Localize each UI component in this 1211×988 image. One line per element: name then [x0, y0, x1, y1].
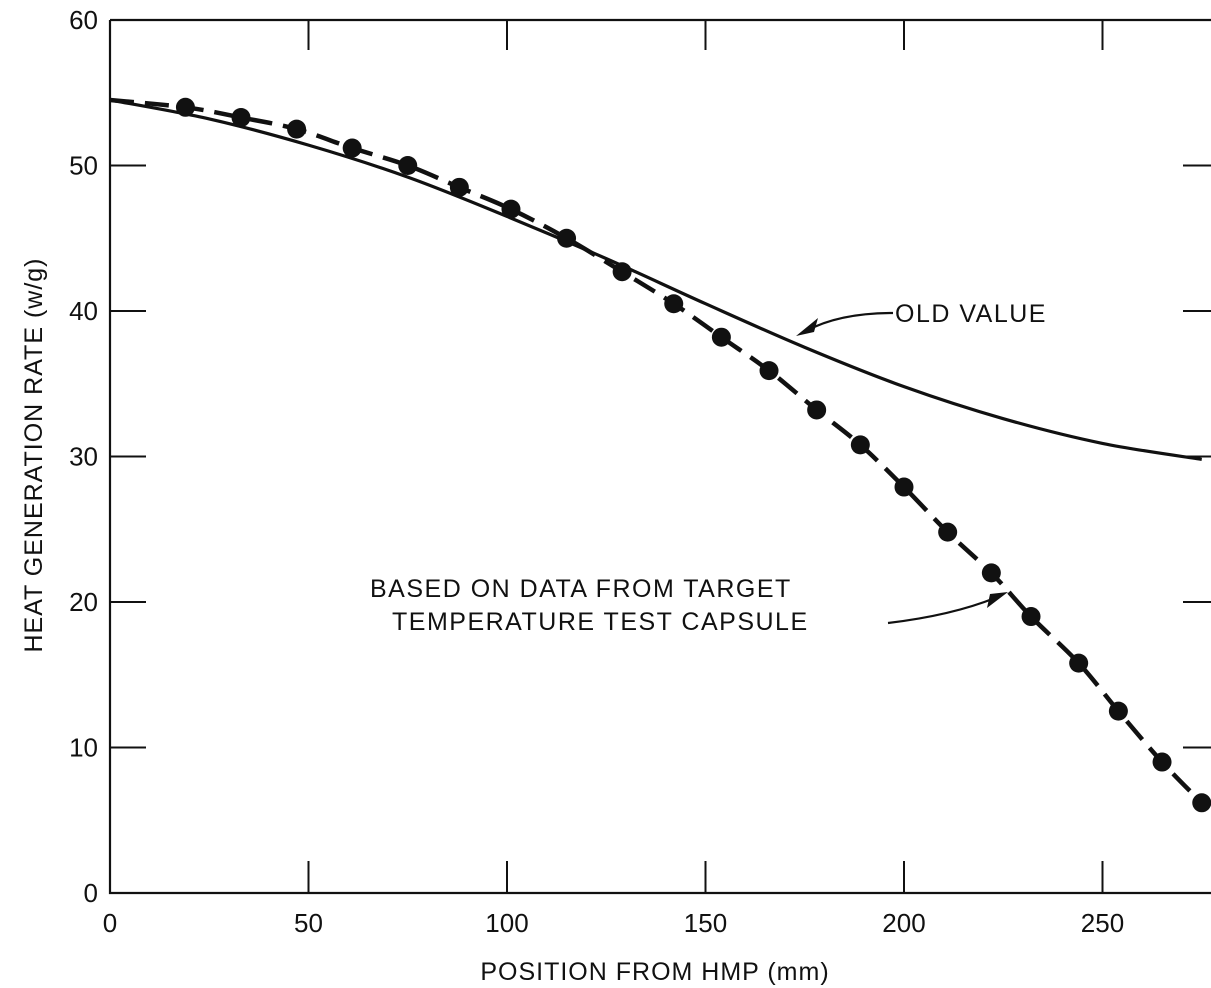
y-tick-label: 20 [69, 587, 98, 617]
series-capsule-dashed-line [109, 97, 1204, 805]
data-point [287, 119, 307, 139]
capsule-annotation-line2: TEMPERATURE TEST CAPSULE [392, 608, 809, 636]
old-value-arrowhead [796, 318, 818, 336]
x-tick-label: 100 [485, 908, 528, 938]
data-point [711, 327, 731, 347]
data-point [850, 435, 870, 455]
data-point [449, 177, 469, 197]
data-point [1152, 752, 1172, 772]
x-tick-label: 0 [103, 908, 117, 938]
capsule-arrow-line [887, 596, 996, 625]
x-tick-label: 250 [1081, 908, 1124, 938]
old-value-arrow-line [805, 311, 894, 332]
data-point [759, 361, 779, 381]
data-point [501, 199, 521, 219]
data-point [664, 294, 684, 314]
axis-frame [108, 18, 1211, 895]
x-axis-title: POSITION FROM HMP (mm) [480, 958, 829, 986]
series-old-value-line [109, 98, 1203, 461]
capsule-arrowhead [987, 592, 1008, 608]
x-tick-label: 150 [684, 908, 727, 938]
data-point [342, 138, 362, 158]
y-axis-title: HEAT GENERATION RATE (w/g) [20, 257, 48, 652]
y-tick-label: 0 [84, 878, 98, 908]
y-tick-label: 60 [69, 5, 98, 35]
data-point [807, 400, 827, 420]
tick-labels: 0 50 100 150 200 250 0 10 20 30 40 50 60 [69, 5, 1124, 938]
data-point [612, 262, 632, 282]
axes [108, 18, 1211, 895]
y-tick-label: 10 [69, 733, 98, 763]
annotation-arrows [796, 311, 1008, 625]
capsule-annotation-line1: BASED ON DATA FROM TARGET [370, 575, 792, 603]
data-point [1192, 793, 1211, 813]
data-point [894, 477, 914, 497]
data-point [1069, 653, 1089, 673]
data-point [398, 156, 418, 175]
old-value-annotation: OLD VALUE [895, 300, 1047, 328]
x-tick-label: 200 [882, 908, 925, 938]
data-point [175, 97, 195, 117]
x-tick-label: 50 [294, 908, 323, 938]
data-point [981, 563, 1001, 583]
y-tick-label: 40 [69, 296, 98, 326]
series-layer [109, 97, 1211, 813]
data-point [231, 107, 251, 127]
ticks [110, 20, 1211, 893]
data-point [557, 228, 577, 248]
data-point [1021, 607, 1041, 627]
data-point [938, 522, 958, 542]
y-tick-label: 50 [69, 151, 98, 181]
y-tick-label: 30 [69, 442, 98, 472]
data-point [1108, 701, 1128, 721]
